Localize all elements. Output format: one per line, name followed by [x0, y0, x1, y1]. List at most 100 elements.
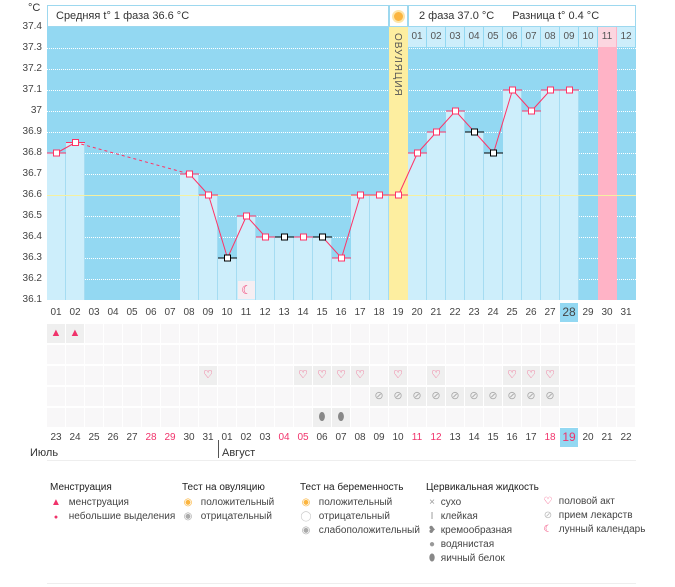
cycle-day[interactable]: 15	[316, 307, 328, 318]
calendar-date[interactable]: 11	[411, 432, 423, 443]
marker-cell[interactable]	[161, 408, 179, 427]
cycle-day[interactable]: 17	[354, 307, 366, 318]
marker-cell[interactable]	[427, 408, 445, 427]
marker-cell[interactable]	[351, 345, 369, 364]
temp-point[interactable]	[262, 233, 269, 241]
cycle-day[interactable]: 14	[297, 307, 309, 318]
marker-cell[interactable]: ▲	[47, 324, 65, 343]
marker-cell[interactable]	[85, 387, 103, 406]
marker-cell[interactable]	[598, 345, 616, 364]
cycle-day[interactable]: 08	[183, 307, 195, 318]
marker-cell[interactable]	[313, 345, 331, 364]
marker-cell[interactable]	[237, 408, 255, 427]
marker-cell[interactable]: ⊘	[465, 387, 483, 406]
marker-cell[interactable]	[370, 408, 388, 427]
marker-cell[interactable]	[598, 387, 616, 406]
cycle-day[interactable]: 24	[487, 307, 499, 318]
marker-cell[interactable]: ♡	[351, 366, 369, 385]
calendar-date[interactable]: 27	[126, 432, 138, 443]
marker-cell[interactable]: ♡	[541, 366, 559, 385]
calendar-date[interactable]: 30	[183, 432, 195, 443]
marker-cell[interactable]	[617, 387, 635, 406]
temp-point[interactable]	[300, 233, 307, 241]
cycle-day[interactable]: 04	[107, 307, 119, 318]
cycle-day[interactable]: 05	[126, 307, 138, 318]
marker-cell[interactable]	[218, 324, 236, 343]
marker-cell[interactable]: ⊘	[408, 387, 426, 406]
marker-cell[interactable]	[541, 324, 559, 343]
marker-cell[interactable]	[47, 366, 65, 385]
marker-cell[interactable]	[351, 324, 369, 343]
marker-cell[interactable]: ⊘	[427, 387, 445, 406]
marker-cell[interactable]	[123, 324, 141, 343]
marker-cell[interactable]	[256, 324, 274, 343]
temp-point[interactable]	[395, 191, 402, 199]
marker-cell[interactable]	[389, 408, 407, 427]
temp-point[interactable]	[72, 139, 79, 146]
marker-cell[interactable]	[85, 366, 103, 385]
marker-cell[interactable]	[66, 366, 84, 385]
marker-cell[interactable]	[332, 387, 350, 406]
marker-cell[interactable]	[465, 324, 483, 343]
calendar-date[interactable]: 14	[468, 432, 480, 443]
calendar-date[interactable]: 17	[525, 432, 537, 443]
marker-cell[interactable]	[579, 366, 597, 385]
calendar-date[interactable]: 21	[601, 432, 613, 443]
marker-cell[interactable]	[237, 366, 255, 385]
temp-point[interactable]	[376, 191, 383, 199]
cycle-day[interactable]: 11	[240, 307, 252, 318]
cycle-day[interactable]: 31	[620, 307, 632, 318]
temp-point[interactable]	[471, 128, 478, 136]
marker-cell[interactable]	[142, 324, 160, 343]
marker-cell[interactable]	[351, 408, 369, 427]
cycle-day[interactable]: 18	[373, 307, 385, 318]
cycle-day[interactable]: 23	[468, 307, 480, 318]
calendar-date[interactable]: 22	[620, 432, 632, 443]
marker-cell[interactable]	[313, 324, 331, 343]
temp-point[interactable]	[433, 128, 440, 136]
marker-cell[interactable]	[294, 408, 312, 427]
marker-cell[interactable]	[560, 408, 578, 427]
marker-cell[interactable]	[104, 345, 122, 364]
cycle-day[interactable]: 09	[202, 307, 214, 318]
calendar-date[interactable]: 15	[487, 432, 499, 443]
calendar-date[interactable]: 02	[240, 432, 252, 443]
calendar-date[interactable]: 05	[297, 432, 309, 443]
temp-point[interactable]	[205, 191, 212, 199]
marker-cell[interactable]	[142, 408, 160, 427]
temp-point[interactable]	[319, 233, 326, 241]
marker-cell[interactable]	[85, 345, 103, 364]
marker-cell[interactable]	[256, 345, 274, 364]
marker-cell[interactable]: ⊘	[522, 387, 540, 406]
marker-cell[interactable]	[237, 387, 255, 406]
marker-cell[interactable]	[522, 408, 540, 427]
marker-cell[interactable]	[66, 345, 84, 364]
marker-cell[interactable]	[218, 345, 236, 364]
marker-cell[interactable]	[427, 324, 445, 343]
calendar-date[interactable]: 03	[259, 432, 271, 443]
temp-point[interactable]	[490, 149, 497, 157]
calendar-date[interactable]: 16	[506, 432, 518, 443]
temp-point[interactable]	[566, 86, 573, 94]
marker-cell[interactable]	[180, 408, 198, 427]
marker-cell[interactable]	[294, 387, 312, 406]
temp-point[interactable]	[281, 233, 288, 241]
calendar-date[interactable]: 20	[582, 432, 594, 443]
temp-point[interactable]	[243, 212, 250, 220]
marker-cell[interactable]: ♡	[199, 366, 217, 385]
temp-point[interactable]	[547, 86, 554, 94]
cycle-day[interactable]: 19	[392, 307, 404, 318]
cycle-day[interactable]: 16	[335, 307, 347, 318]
cycle-day[interactable]: 29	[582, 307, 594, 318]
marker-cell[interactable]	[180, 387, 198, 406]
cycle-day[interactable]: 22	[449, 307, 461, 318]
marker-cell[interactable]	[199, 324, 217, 343]
marker-cell[interactable]	[446, 408, 464, 427]
temp-point[interactable]	[452, 107, 459, 115]
marker-cell[interactable]	[522, 324, 540, 343]
marker-cell[interactable]	[275, 324, 293, 343]
marker-cell[interactable]	[161, 345, 179, 364]
marker-cell[interactable]	[199, 387, 217, 406]
temp-point[interactable]	[186, 170, 193, 178]
marker-cell[interactable]	[465, 345, 483, 364]
